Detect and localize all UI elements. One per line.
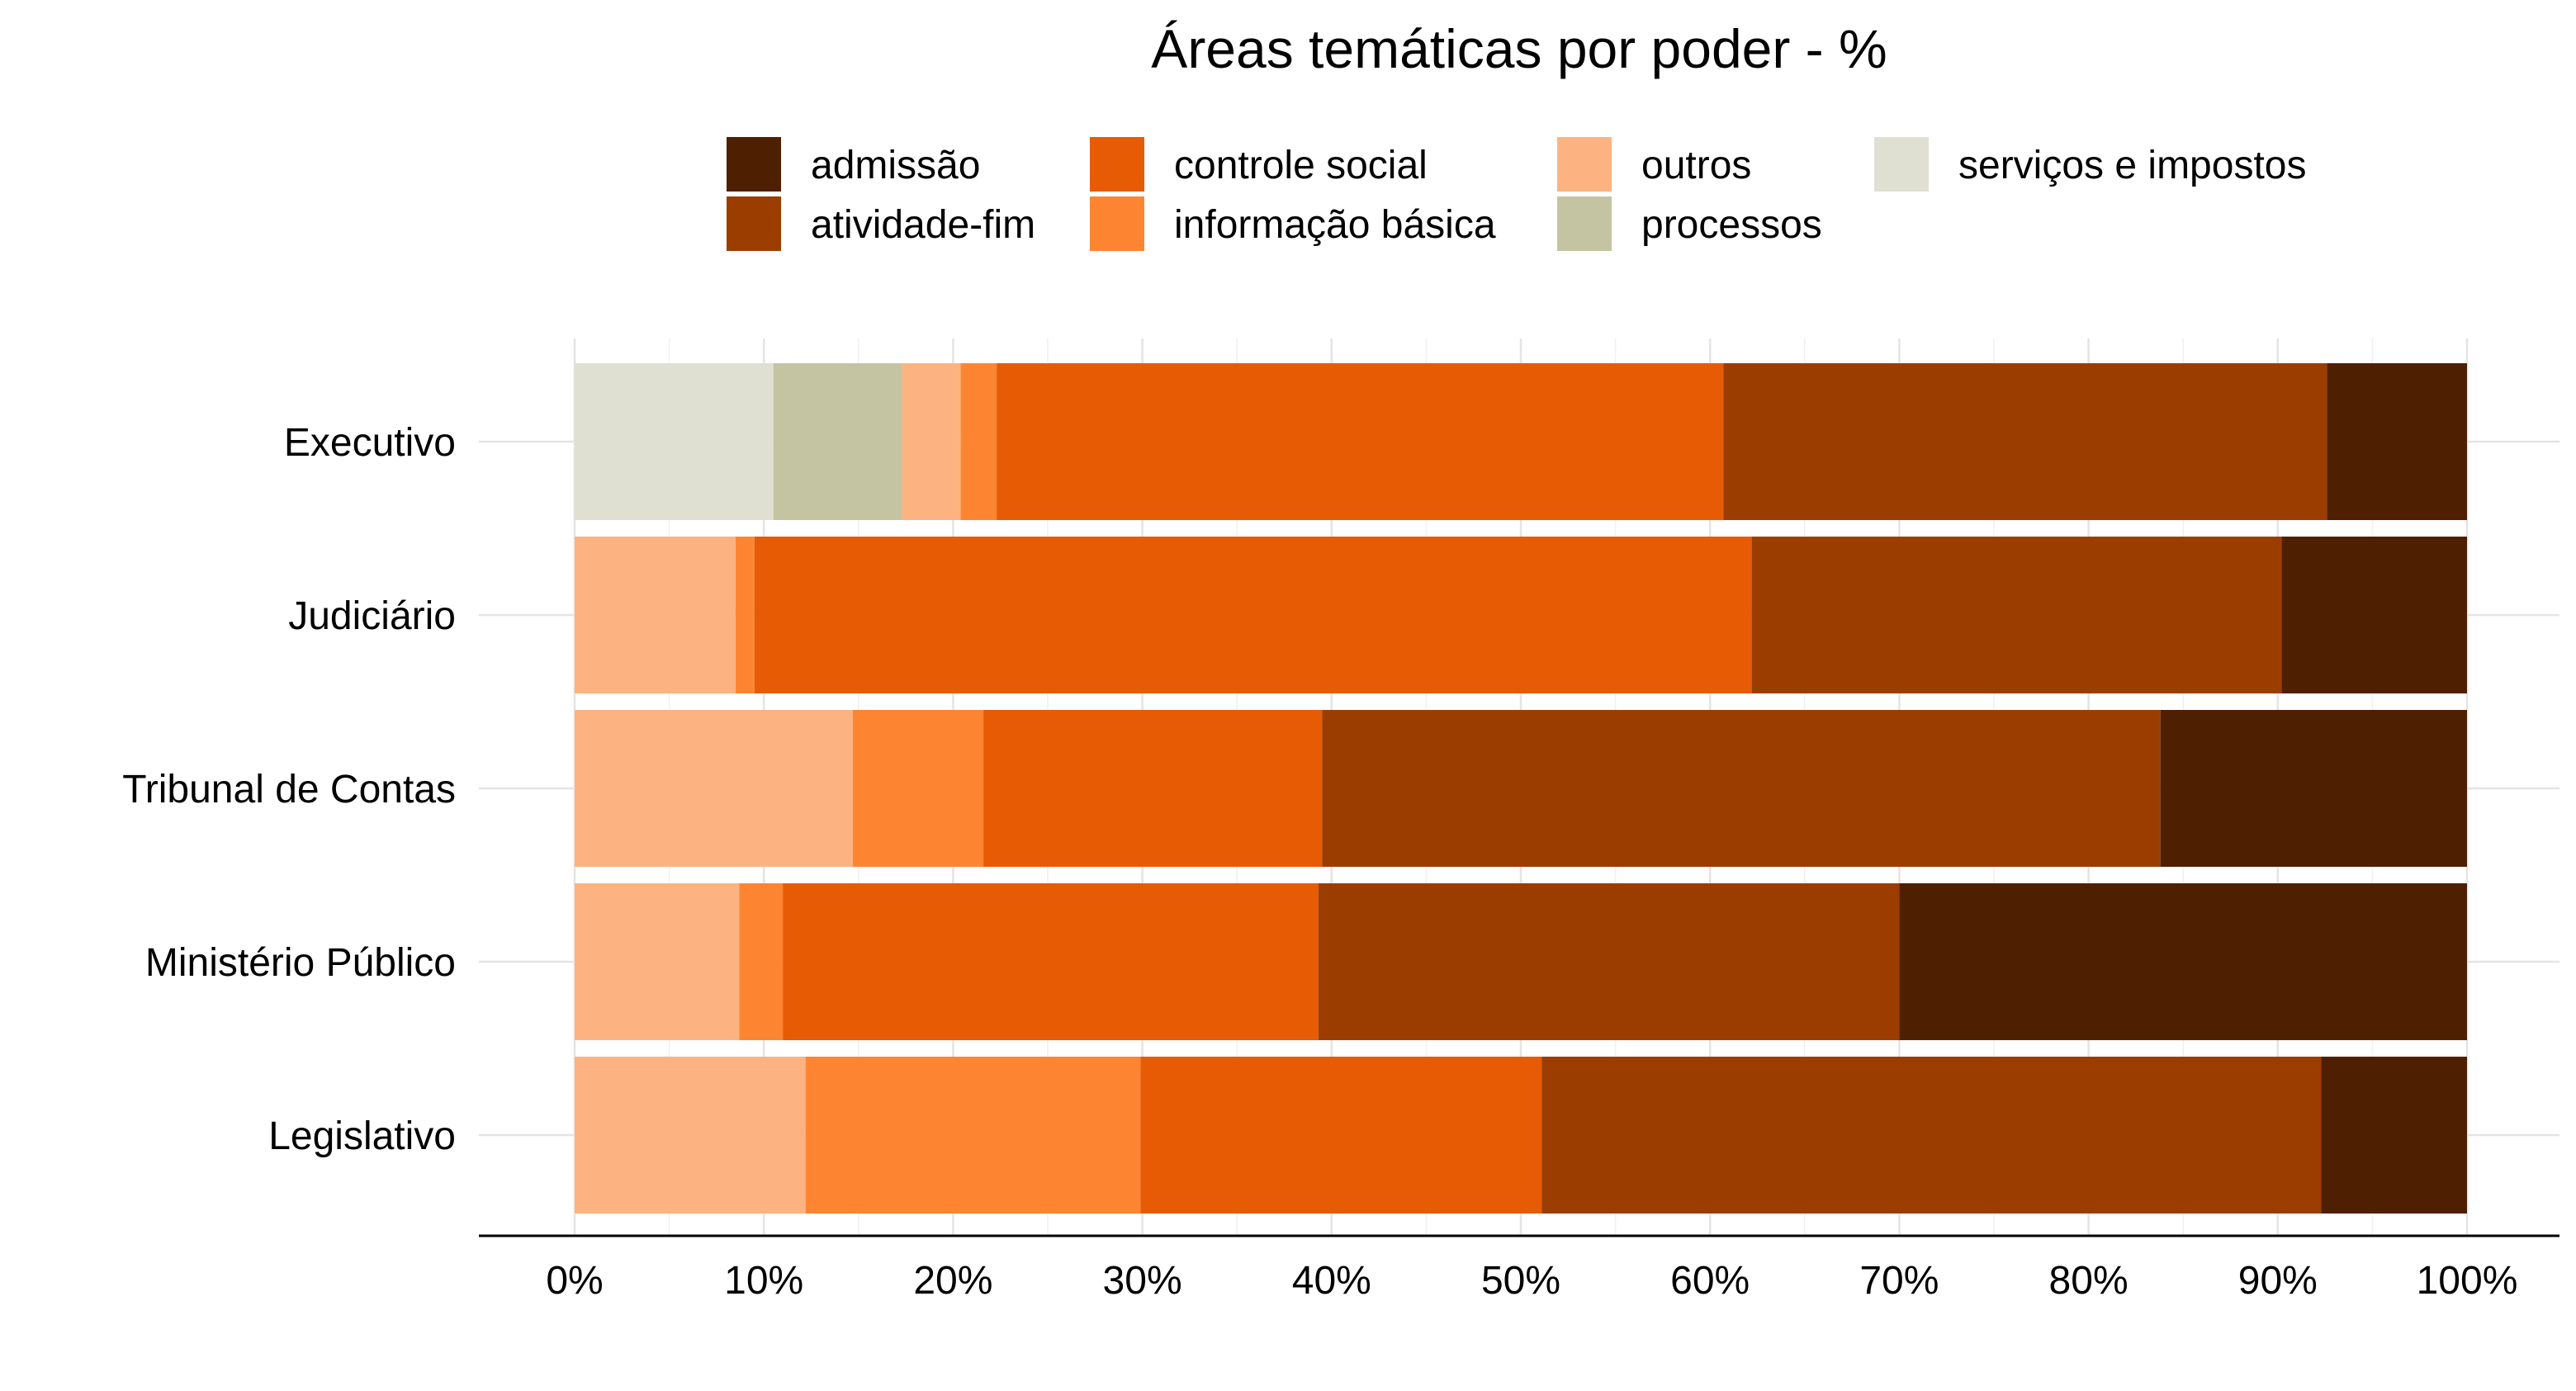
bar-tribunal-de-contas-admissao [2160, 710, 2467, 867]
bar-legislativo-informacao-basica [805, 1057, 1141, 1214]
legend-label-atividade-fim: atividade-fim [811, 203, 1035, 247]
bar-tribunal-de-contas-atividade-fim [1322, 710, 2161, 867]
bar-tribunal-de-contas-informacao-basica [852, 710, 984, 867]
bar-legislativo-atividade-fim [1541, 1057, 2322, 1214]
legend-swatch-outros [1557, 137, 1612, 192]
x-tick-label-80: 80% [2049, 1259, 2129, 1303]
legend: admissão atividade-fim controle social info… [727, 137, 2306, 251]
bar-judiciario-outros [575, 537, 736, 693]
bar-tribunal-de-contas-outros [575, 710, 853, 867]
legend-swatch-informacao-basica [1090, 196, 1144, 251]
y-label-tribunal-de-contas: Tribunal de Contas [122, 768, 456, 811]
legend-label-servicos-e-impostos: serviços e impostos [1958, 144, 2306, 187]
bar-executivo-servicos-e-impostos [575, 363, 774, 520]
x-tick-label-0: 0% [546, 1259, 603, 1303]
x-tick-label-30: 30% [1103, 1259, 1182, 1303]
bar-ministerio-publico-controle-social [783, 883, 1319, 1040]
x-tick-label-90: 90% [2238, 1259, 2318, 1303]
x-tick-label-10: 10% [724, 1259, 803, 1303]
bar-executivo-admissao [2327, 363, 2467, 520]
bar-executivo-outros [902, 363, 961, 520]
bar-ministerio-publico-atividade-fim [1318, 883, 1900, 1040]
bar-judiciario-informacao-basica [735, 537, 755, 693]
x-tick-label-70: 70% [1859, 1259, 1939, 1303]
bar-legislativo-outros [575, 1057, 806, 1214]
bar-judiciario-admissao [2281, 537, 2467, 693]
bar-tribunal-de-contas-controle-social [983, 710, 1323, 867]
bar-executivo-processos [773, 363, 902, 520]
bar-judiciario-atividade-fim [1751, 537, 2282, 693]
y-axis-labels: Executivo Judiciário Tribunal de Contas Min… [122, 421, 456, 1158]
chart-title: Áreas temáticas por poder - % [1151, 18, 1887, 79]
x-tick-label-40: 40% [1292, 1259, 1371, 1303]
x-tick-label-60: 60% [1670, 1259, 1750, 1303]
bar-ministerio-publico-admissao [1899, 883, 2467, 1040]
bar-judiciario-controle-social [754, 537, 1752, 693]
legend-label-admissao: admissão [811, 144, 980, 187]
bar-ministerio-publico-informacao-basica [739, 883, 784, 1040]
y-label-executivo: Executivo [284, 421, 456, 465]
legend-swatch-admissao [727, 137, 781, 192]
bar-legislativo-admissao [2321, 1057, 2467, 1214]
bar-executivo-atividade-fim [1723, 363, 2327, 520]
bar-executivo-informacao-basica [960, 363, 997, 520]
legend-swatch-processos [1557, 196, 1612, 251]
x-tick-label-50: 50% [1481, 1259, 1560, 1303]
legend-label-informacao-basica: informação básica [1174, 203, 1496, 247]
legend-swatch-controle-social [1090, 137, 1144, 192]
y-label-legislativo: Legislativo [268, 1114, 456, 1158]
legend-swatch-atividade-fim [727, 196, 781, 251]
legend-swatch-servicos-e-impostos [1874, 137, 1929, 192]
y-label-ministerio-publico: Ministério Público [145, 941, 456, 985]
bar-ministerio-publico-outros [575, 883, 740, 1040]
x-axis-ticks: 0% 10% 20% 30% 40% 50% 60% 70% 80% 90% 100% [546, 1259, 2517, 1303]
bars [575, 363, 2467, 1214]
x-tick-label-100: 100% [2417, 1259, 2518, 1303]
y-label-judiciario: Judiciário [288, 594, 456, 638]
bar-legislativo-controle-social [1140, 1057, 1542, 1214]
legend-label-processos: processos [1641, 203, 1822, 247]
legend-label-controle-social: controle social [1174, 144, 1428, 187]
bar-executivo-controle-social [997, 363, 1724, 520]
x-tick-label-20: 20% [913, 1259, 992, 1303]
legend-label-outros: outros [1641, 144, 1751, 187]
